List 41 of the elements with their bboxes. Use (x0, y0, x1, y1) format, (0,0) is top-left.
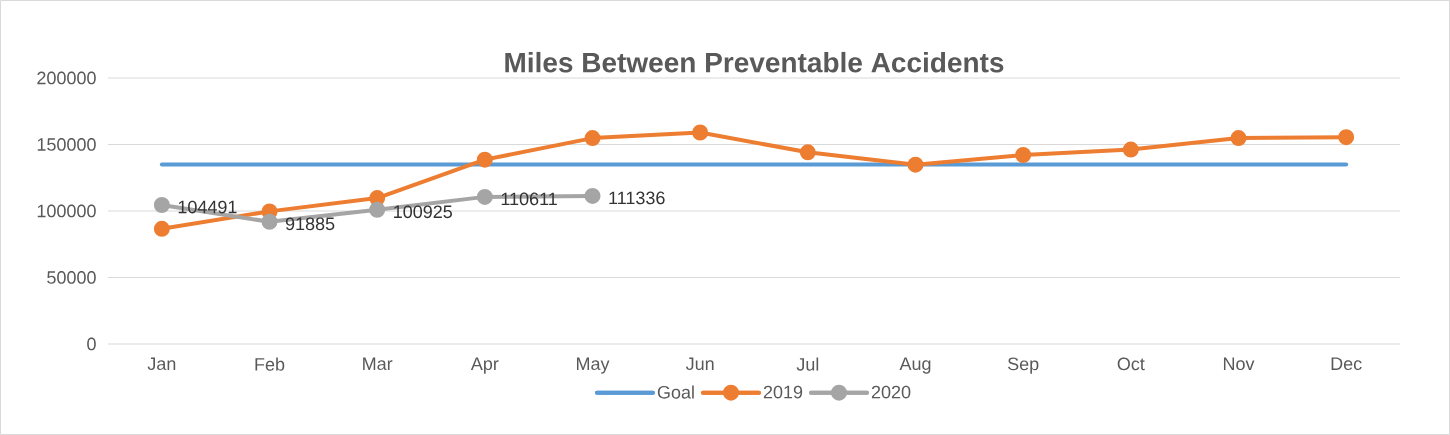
x-tick-label: Feb (255, 357, 285, 371)
y-tick-label: 50000 (47, 271, 96, 284)
point (153, 197, 170, 214)
data-label: 110611 (501, 192, 557, 206)
point (476, 151, 493, 168)
x-tick-label: Apr (470, 357, 499, 374)
y-tick-label: 100000 (37, 204, 96, 218)
legend-label: Goal (657, 385, 694, 399)
point (907, 156, 924, 173)
x-tick-label: Jan (147, 357, 176, 371)
data-label: 111336 (609, 191, 665, 205)
x-tick-label: Oct (1117, 357, 1145, 371)
x-tick-label: Aug (899, 357, 931, 374)
point (584, 187, 601, 204)
point (1122, 141, 1139, 158)
point (1230, 130, 1247, 147)
point (1338, 129, 1355, 146)
point (1015, 147, 1032, 163)
point (584, 130, 601, 147)
x-tick-label: Mar (363, 357, 393, 371)
point (153, 220, 170, 237)
point (476, 188, 493, 205)
legend-label: 2020 (871, 385, 911, 399)
x-tick-label: Sep (1007, 357, 1039, 374)
chart-title: Miles Between Preventable Accidents (505, 51, 1004, 73)
y-tick-label: 0 (87, 337, 96, 351)
x-tick-label: Jul (796, 357, 819, 371)
point (261, 213, 278, 230)
data-label: 100925 (394, 205, 452, 219)
x-tick-label: Dec (1331, 357, 1362, 371)
data-label: 91885 (285, 217, 335, 231)
legend-label: 2019 (763, 385, 803, 399)
point (692, 124, 709, 141)
x-tick-label: Jun (685, 357, 714, 371)
data-label: 104491 (178, 200, 237, 214)
y-tick-label: 150000 (37, 138, 96, 151)
point (369, 201, 386, 218)
y-tick-label: 200000 (37, 71, 96, 85)
point (799, 144, 816, 161)
x-tick-label: May (576, 357, 610, 374)
x-tick-label: Nov (1223, 357, 1255, 371)
